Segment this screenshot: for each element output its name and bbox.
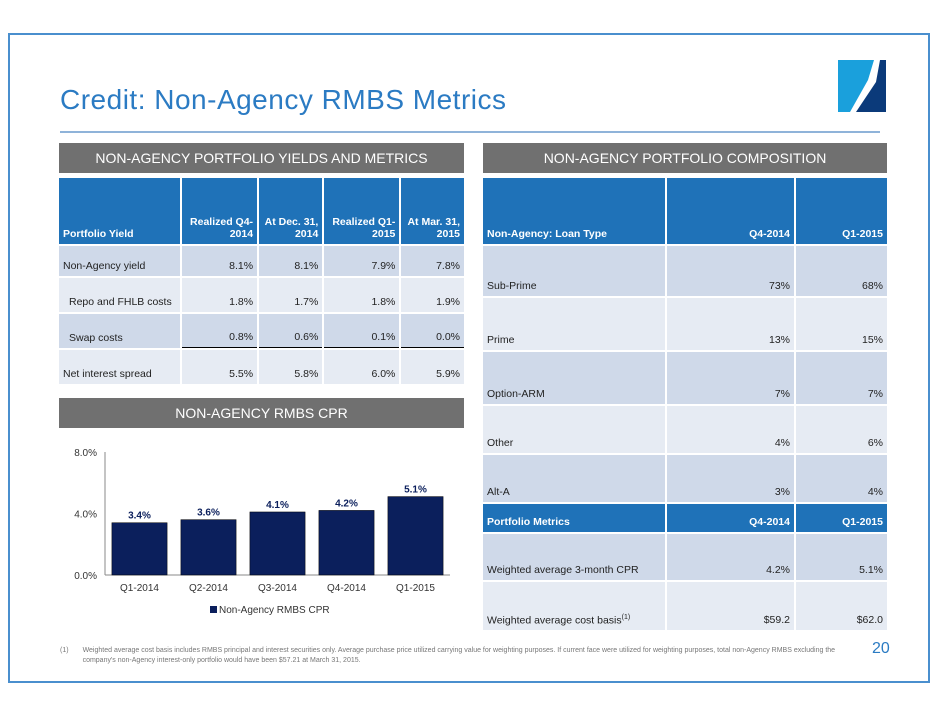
page-number: 20 xyxy=(872,640,890,657)
cell: 5.1% xyxy=(796,534,887,580)
cell: 6.0% xyxy=(324,350,400,384)
bar xyxy=(180,519,237,576)
composition-table: Non-Agency: Loan Type Q4-2014 Q1-2015 Su… xyxy=(481,176,889,632)
cell: 1.7% xyxy=(259,278,323,312)
cell: 1.8% xyxy=(182,278,258,312)
cell: 4.2% xyxy=(667,534,794,580)
legend-swatch xyxy=(210,606,217,613)
footnote-marker: (1) xyxy=(60,647,69,654)
bar xyxy=(318,510,375,576)
cell: 3% xyxy=(667,455,794,502)
bar xyxy=(111,522,168,576)
x-tick-label: Q4-2014 xyxy=(327,583,366,594)
y-tick-label: 4.0% xyxy=(74,510,97,521)
row-label: Sub-Prime xyxy=(483,246,665,296)
data-label: 5.1% xyxy=(404,485,427,496)
cell: 5.9% xyxy=(401,350,464,384)
data-label: 3.6% xyxy=(197,508,220,519)
cell: 15% xyxy=(796,298,887,350)
yields-section-header: NON-AGENCY PORTFOLIO YIELDS AND METRICS xyxy=(59,143,464,173)
cell: 5.5% xyxy=(182,350,258,384)
col-header: Non-Agency: Loan Type xyxy=(483,178,665,244)
table-row: Weighted average 3-month CPR 4.2% 5.1% xyxy=(483,534,887,580)
row-label: Net interest spread xyxy=(59,350,180,384)
title-divider xyxy=(60,131,880,133)
y-tick-label: 0.0% xyxy=(74,571,97,582)
cell: 0.6% xyxy=(259,314,323,348)
table-row: Prime 13% 15% xyxy=(483,298,887,350)
table-row: Swap costs 0.8% 0.6% 0.1% 0.0% xyxy=(59,314,464,348)
cell: $62.0 xyxy=(796,582,887,630)
footnote-ref: (1) xyxy=(621,613,631,621)
cell: 1.8% xyxy=(324,278,400,312)
footnote: (1) Weighted average cost basis includes… xyxy=(60,646,850,666)
bar xyxy=(387,496,444,576)
legend-label: Non-Agency RMBS CPR xyxy=(219,605,330,616)
col-header: Realized Q1-2015 xyxy=(324,178,400,244)
col-header: Q1-2015 xyxy=(796,178,887,244)
table-row: Repo and FHLB costs 1.8% 1.7% 1.8% 1.9% xyxy=(59,278,464,312)
cell: 68% xyxy=(796,246,887,296)
bar xyxy=(249,511,306,576)
table-row: Alt-A 3% 4% xyxy=(483,455,887,502)
cell: 7.8% xyxy=(401,246,464,276)
x-tick-label: Q2-2014 xyxy=(189,583,228,594)
metrics-col-header: Q1-2015 xyxy=(796,504,887,532)
table-row: Sub-Prime 73% 68% xyxy=(483,246,887,296)
cell: 4% xyxy=(796,455,887,502)
col-header: Portfolio Yield xyxy=(59,178,180,244)
composition-section-header: NON-AGENCY PORTFOLIO COMPOSITION xyxy=(483,143,887,173)
x-tick-label: Q1-2014 xyxy=(120,583,159,594)
page-title: Credit: Non-Agency RMBS Metrics xyxy=(60,84,507,115)
row-label: Alt-A xyxy=(483,455,665,502)
x-tick-label: Q1-2015 xyxy=(396,583,435,594)
cell: 8.1% xyxy=(182,246,258,276)
table-row: Option-ARM 7% 7% xyxy=(483,352,887,404)
row-label: Other xyxy=(483,406,665,453)
company-logo xyxy=(838,60,886,112)
cell: 0.0% xyxy=(401,314,464,348)
data-label: 4.2% xyxy=(335,498,358,509)
cell: 4% xyxy=(667,406,794,453)
cell: 13% xyxy=(667,298,794,350)
x-tick-label: Q3-2014 xyxy=(258,583,297,594)
table-row: Weighted average cost basis(1) $59.2 $62.0 xyxy=(483,582,887,630)
cell: 6% xyxy=(796,406,887,453)
row-label: Weighted average 3-month CPR xyxy=(483,534,665,580)
cell: 5.8% xyxy=(259,350,323,384)
col-header: Q4-2014 xyxy=(667,178,794,244)
table-row: Other 4% 6% xyxy=(483,406,887,453)
metrics-col-header: Portfolio Metrics xyxy=(483,504,665,532)
data-label: 4.1% xyxy=(266,500,289,511)
y-tick-label: 8.0% xyxy=(74,448,97,459)
cell: 7% xyxy=(667,352,794,404)
data-label: 3.4% xyxy=(128,511,151,522)
yields-table: Portfolio Yield Realized Q4-2014 At Dec.… xyxy=(57,176,466,386)
table-row: Net interest spread 5.5% 5.8% 6.0% 5.9% xyxy=(59,350,464,384)
footnote-text: Weighted average cost basis includes RMB… xyxy=(82,647,836,664)
row-label: Repo and FHLB costs xyxy=(59,278,180,312)
row-label: Weighted average cost basis(1) xyxy=(483,582,665,630)
col-header: At Dec. 31, 2014 xyxy=(259,178,323,244)
cell: $59.2 xyxy=(667,582,794,630)
row-label: Option-ARM xyxy=(483,352,665,404)
metrics-col-header: Q4-2014 xyxy=(667,504,794,532)
cell: 73% xyxy=(667,246,794,296)
label-text: Weighted average cost basis xyxy=(487,614,622,626)
cell: 8.1% xyxy=(259,246,323,276)
col-header: At Mar. 31, 2015 xyxy=(401,178,464,244)
slide-frame xyxy=(8,33,930,683)
row-label: Swap costs xyxy=(59,314,180,348)
cell: 0.1% xyxy=(324,314,400,348)
row-label: Prime xyxy=(483,298,665,350)
col-header: Realized Q4-2014 xyxy=(182,178,258,244)
cpr-bar-chart: 0.0% 4.0% 8.0% 3.4% Q1-2014 3.6% Q2-2014 4.1% Q3… xyxy=(74,448,450,616)
row-label: Non-Agency yield xyxy=(59,246,180,276)
cell: 0.8% xyxy=(182,314,258,348)
cell: 7.9% xyxy=(324,246,400,276)
cpr-section-header: NON-AGENCY RMBS CPR xyxy=(59,398,464,428)
table-row: Non-Agency yield 8.1% 8.1% 7.9% 7.8% xyxy=(59,246,464,276)
cell: 1.9% xyxy=(401,278,464,312)
cell: 7% xyxy=(796,352,887,404)
